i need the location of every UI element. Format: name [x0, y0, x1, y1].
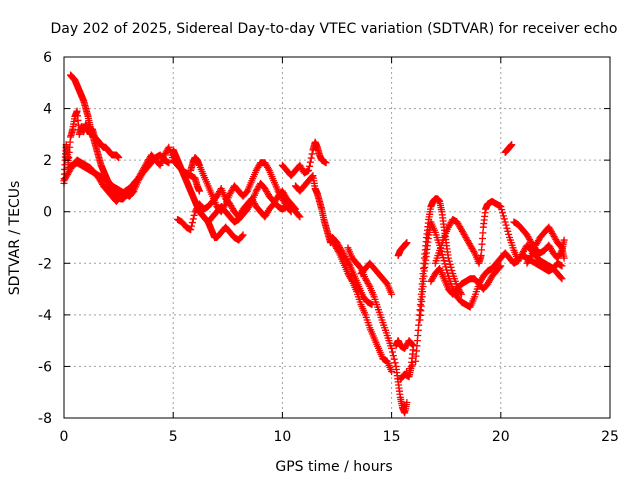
- data-point: [457, 289, 465, 297]
- data-point: [247, 199, 255, 207]
- data-point: [128, 182, 136, 190]
- data-point: [308, 150, 316, 158]
- data-point: [292, 205, 300, 213]
- data-point: [508, 141, 516, 149]
- data-point: [557, 274, 565, 282]
- data-point: [195, 187, 203, 195]
- data-point: [165, 159, 173, 167]
- data-point: [444, 269, 452, 277]
- y-tick-label: -4: [38, 308, 52, 324]
- chart-title: Day 202 of 2025, Sidereal Day-to-day VTE…: [51, 21, 618, 37]
- data-point: [443, 266, 451, 274]
- data-point: [188, 219, 196, 227]
- data-point: [500, 215, 508, 223]
- data-point: [390, 355, 398, 363]
- data-point: [307, 154, 315, 162]
- data-point: [497, 262, 505, 270]
- data-point: [558, 262, 566, 270]
- y-tick-label: -6: [38, 359, 52, 375]
- data-point: [560, 254, 568, 262]
- data-point: [409, 361, 417, 369]
- data-point: [402, 368, 410, 376]
- y-tick-label: 2: [43, 153, 52, 169]
- y-tick-label: -2: [38, 256, 52, 272]
- data-point: [239, 231, 247, 239]
- data-point: [388, 368, 396, 376]
- x-tick-label: 15: [383, 429, 401, 445]
- data-point: [388, 290, 396, 298]
- x-axis-label: GPS time / hours: [275, 459, 392, 475]
- data-point: [503, 224, 511, 232]
- data-point: [188, 222, 196, 230]
- data-point: [498, 206, 506, 214]
- data-point: [296, 213, 304, 221]
- data-point: [501, 218, 509, 226]
- data-point: [403, 239, 411, 247]
- data-point: [497, 203, 505, 211]
- data-point: [306, 158, 314, 166]
- data-point: [441, 260, 449, 268]
- data-point: [557, 243, 565, 251]
- data-point: [189, 215, 197, 223]
- data-point: [305, 166, 313, 174]
- ticks-layer: 0 5 10 15 20 25 -8 -6 -4 -2 0 2 4 6: [38, 50, 619, 445]
- data-point: [334, 247, 342, 255]
- data-point: [403, 399, 411, 407]
- data-point: [499, 209, 507, 217]
- data-point: [305, 162, 313, 170]
- data-point: [439, 254, 447, 262]
- data-point: [438, 251, 446, 259]
- data-point: [322, 159, 330, 167]
- data-point: [396, 375, 404, 383]
- data-point: [470, 247, 478, 255]
- data-point: [502, 221, 510, 229]
- y-axis-label: SDTVAR / TECUs: [7, 181, 23, 296]
- data-point: [347, 276, 355, 284]
- data-point: [560, 236, 568, 244]
- y-tick-label: 6: [43, 50, 52, 66]
- x-tick-label: 10: [273, 429, 291, 445]
- data-point: [291, 204, 299, 212]
- data-point: [238, 232, 246, 240]
- data-point: [389, 352, 397, 360]
- data-point: [287, 208, 295, 216]
- data-point: [264, 165, 272, 173]
- data-point: [457, 290, 465, 298]
- x-tick-label: 0: [60, 429, 69, 445]
- plot-frame: [63, 56, 611, 419]
- data-point: [388, 344, 396, 352]
- data-point: [499, 212, 507, 220]
- data-point: [286, 207, 294, 215]
- data-point: [399, 372, 407, 380]
- data-point: [505, 230, 513, 238]
- data-layer: [60, 71, 568, 417]
- y-tick-label: -8: [38, 411, 52, 427]
- y-tick-label: 4: [43, 102, 52, 118]
- data-point: [406, 364, 414, 372]
- data-point: [388, 348, 396, 356]
- data-point: [440, 257, 448, 265]
- grid-layer: [64, 57, 610, 418]
- data-point: [190, 211, 198, 219]
- data-point: [308, 173, 316, 181]
- x-tick-label: 5: [169, 429, 178, 445]
- data-point: [496, 263, 504, 271]
- data-point: [365, 281, 373, 289]
- data-point: [391, 359, 399, 367]
- data-point: [558, 275, 566, 283]
- data-point: [442, 263, 450, 271]
- data-point: [504, 227, 512, 235]
- x-tick-label: 25: [601, 429, 619, 445]
- x-tick-label: 20: [492, 429, 510, 445]
- data-point: [115, 154, 123, 162]
- data-point: [187, 226, 195, 234]
- data-point: [295, 212, 303, 220]
- y-tick-label: 0: [43, 205, 52, 221]
- data-point: [345, 260, 353, 268]
